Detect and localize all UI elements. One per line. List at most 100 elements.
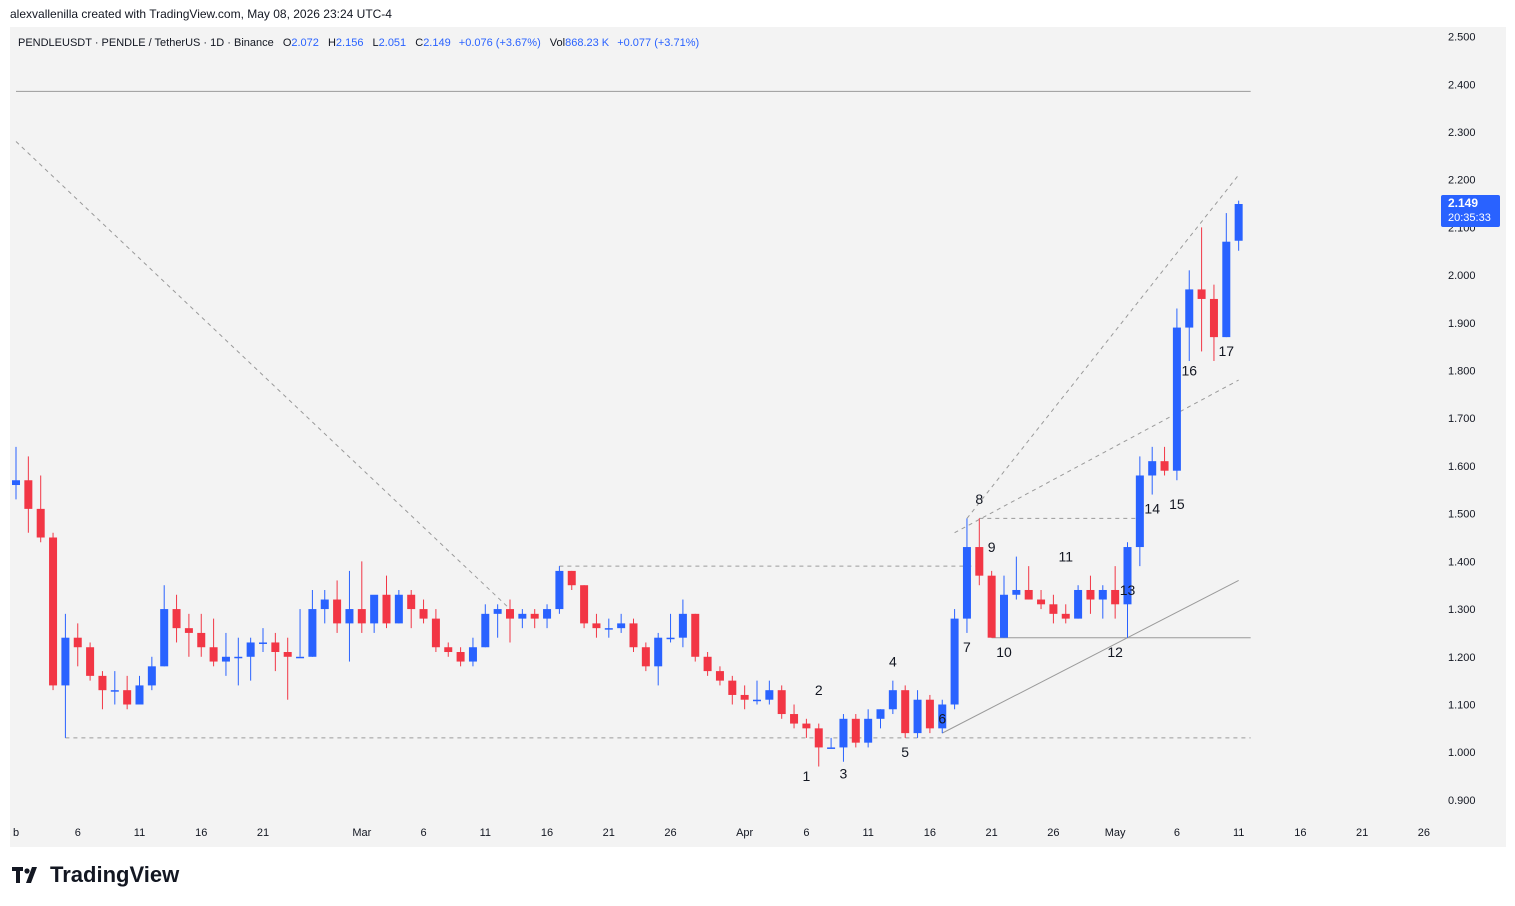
time-axis[interactable]: b 6 11 16 21 Mar 6 11 16 21 26 Apr 6 11 16 21 26 May 6 11 16… [13, 827, 1430, 839]
candle-body [864, 718, 873, 743]
candle-body [567, 570, 576, 586]
volume-value: 868.23 K [565, 37, 610, 49]
time-tick-label: 16 [1294, 827, 1306, 839]
candle-body [950, 618, 959, 705]
candle-body [1197, 289, 1206, 299]
candle-body [604, 628, 613, 630]
candle-body [580, 585, 589, 624]
trend-line-6 [966, 174, 1240, 519]
candle-body [357, 609, 366, 624]
candle-body [345, 609, 354, 624]
candle-body [61, 637, 70, 686]
candle-body [172, 609, 181, 629]
candle-body [827, 747, 836, 749]
candle-body [197, 632, 206, 648]
candle-body [1049, 604, 1058, 614]
candle-body [1098, 589, 1107, 600]
candle-body [765, 690, 774, 700]
wave-label-9: 9 [988, 539, 996, 555]
candle-body [728, 680, 737, 695]
candle-body [641, 647, 650, 667]
candle-body [1037, 599, 1046, 605]
time-tick-label: May [1105, 827, 1126, 839]
candle-body [1086, 589, 1095, 600]
candle-body [1185, 289, 1194, 328]
low-value: 2.051 [379, 37, 407, 49]
time-tick-label: 26 [1418, 827, 1430, 839]
price-tick-label: 0.900 [1448, 795, 1476, 807]
wave-label-2: 2 [815, 682, 823, 698]
candle-body [493, 609, 502, 614]
price-tick-label: 1.500 [1448, 509, 1476, 521]
price-tick-label: 1.900 [1448, 318, 1476, 330]
wave-label-8: 8 [975, 491, 983, 507]
low-label: L [373, 37, 379, 49]
current-price-tag-background [1441, 195, 1500, 228]
price-axis[interactable]: 0.900 1.000 1.100 1.200 1.300 1.400 1.500 1.600… [1448, 32, 1476, 807]
ohlc-legend: PENDLEUSDT · PENDLE / TetherUS · 1D · Bi… [18, 37, 699, 49]
close-value: 2.149 [423, 37, 451, 49]
candle-body [666, 637, 675, 640]
candle-body [184, 628, 193, 633]
open-label: O [283, 37, 292, 49]
candle-body [333, 599, 342, 624]
candle-body [1135, 475, 1144, 548]
candle-body [1234, 204, 1243, 241]
wave-label-15: 15 [1169, 496, 1185, 512]
candle-body [12, 480, 20, 486]
high-value: 2.156 [336, 37, 364, 49]
time-tick-label: 16 [924, 827, 936, 839]
time-tick-label: 21 [1356, 827, 1368, 839]
candle-body [308, 609, 317, 657]
candle-body [1061, 613, 1070, 619]
candle-body [382, 594, 391, 624]
candle-body [691, 613, 700, 657]
time-tick-label: b [13, 827, 19, 839]
time-tick-label: 11 [862, 827, 873, 839]
price-tick-label: 1.700 [1448, 413, 1476, 425]
chart-attribution: alexvallenilla created with TradingView.… [10, 7, 392, 21]
candle-body [962, 547, 971, 619]
wave-label-17: 17 [1219, 343, 1235, 359]
wave-label-7: 7 [963, 639, 971, 655]
wave-label-11: 11 [1058, 548, 1073, 564]
candle-body [1160, 461, 1169, 471]
price-tick-label: 1.800 [1448, 366, 1476, 378]
candle-body [221, 656, 230, 662]
candle-body [283, 652, 292, 657]
price-tick-label: 1.600 [1448, 461, 1476, 473]
time-tick-label: 6 [803, 827, 809, 839]
drawings-layer [15, 90, 1251, 739]
candle-body [814, 728, 823, 748]
candle-body [431, 618, 440, 648]
time-tick-label: 21 [603, 827, 615, 839]
candle-body [888, 690, 897, 710]
candle-body [740, 694, 749, 700]
current-price-value: 2.149 [1448, 196, 1478, 210]
candle-body [160, 609, 169, 667]
wave-label-12: 12 [1107, 644, 1123, 660]
candle-body [73, 637, 82, 648]
candle-body [1024, 589, 1033, 600]
candle-body [975, 547, 984, 576]
candle-body [246, 642, 255, 657]
tradingview-brand[interactable]: TradingView [12, 862, 179, 888]
candle-body [543, 609, 552, 619]
time-tick-label: 11 [480, 827, 491, 839]
candle-body [629, 623, 638, 648]
candle-body [86, 647, 95, 676]
volume-change: +0.077 (+3.71%) [617, 37, 699, 49]
candle-body [987, 575, 996, 638]
candle-body [925, 699, 934, 729]
price-tick-label: 1.400 [1448, 556, 1476, 568]
candle-body [1000, 594, 1008, 638]
candle-body [617, 623, 626, 629]
plot-background [10, 27, 1440, 819]
open-value: 2.072 [291, 37, 319, 49]
candle-body [654, 637, 663, 667]
current-price-tag: 2.149 20:35:33 [1441, 195, 1500, 228]
time-tick-label: Apr [736, 827, 753, 839]
candle-body [419, 609, 428, 619]
